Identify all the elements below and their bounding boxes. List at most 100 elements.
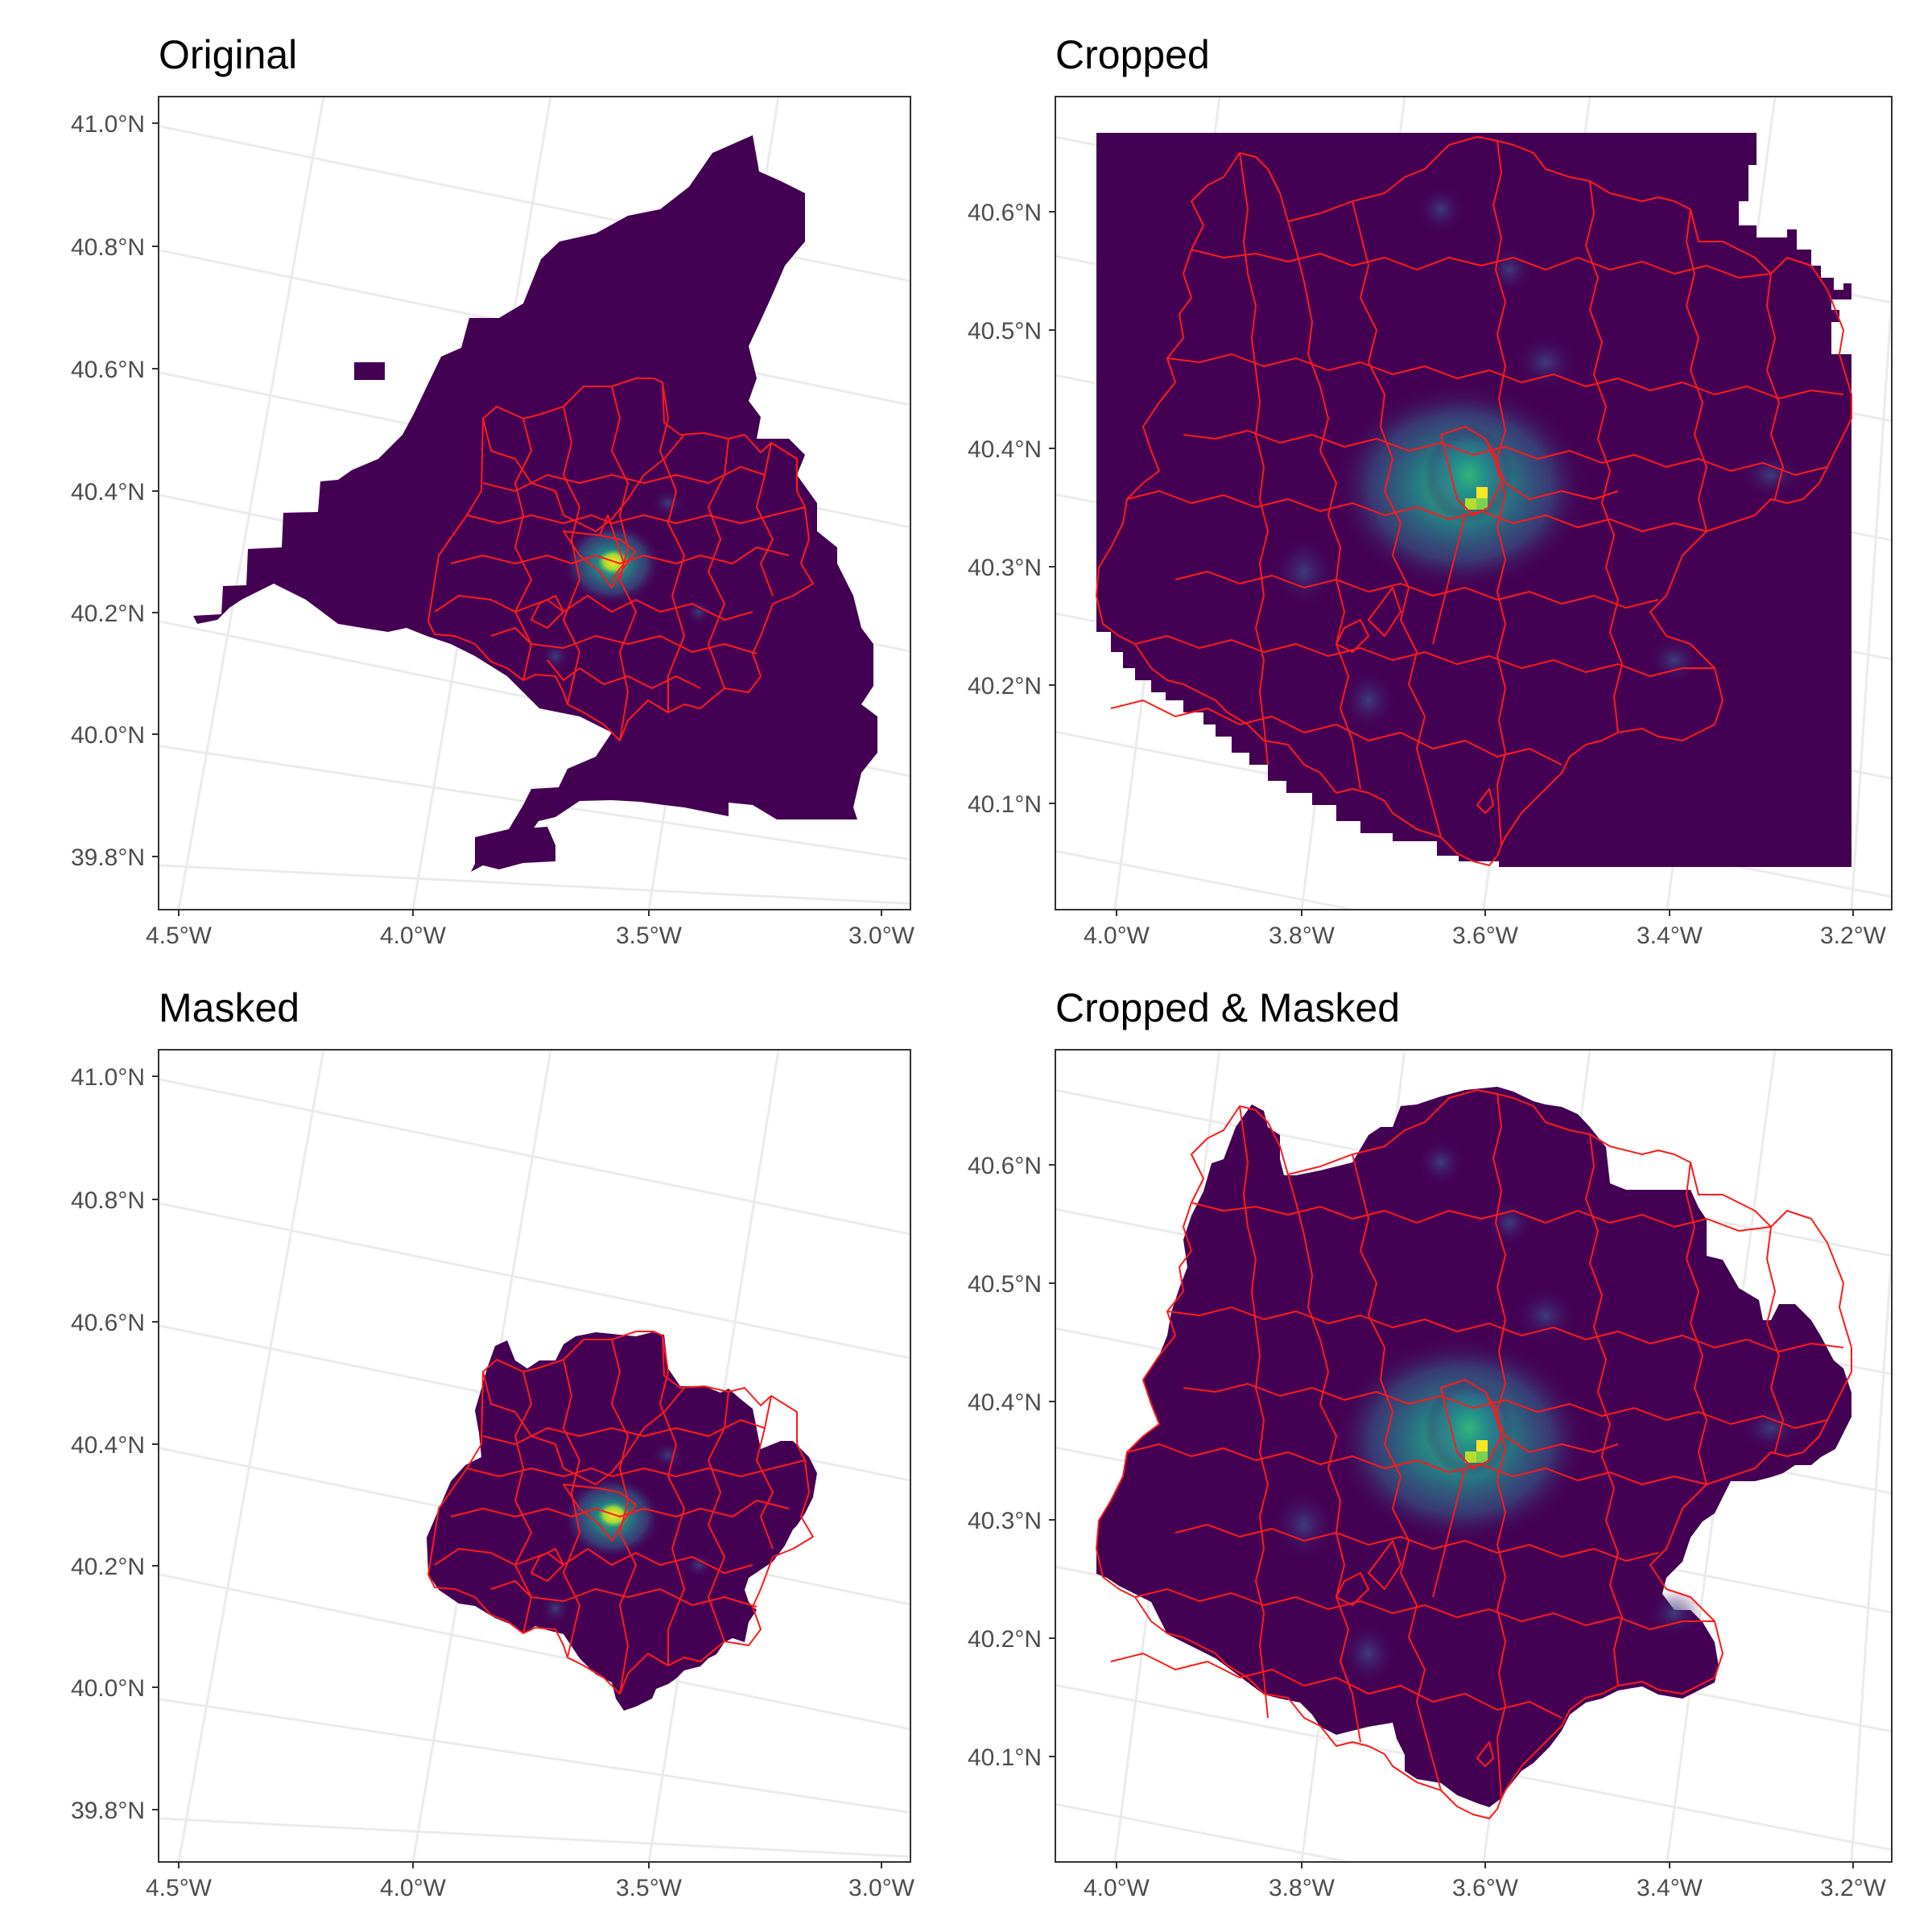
- y-tick-label: 40.5°N: [968, 1271, 1042, 1298]
- panel-original: Original: [71, 32, 915, 949]
- y-tick-label: 40.1°N: [968, 791, 1042, 818]
- y-tick-label: 41.0°N: [71, 1064, 145, 1091]
- y-tick-label: 40.2°N: [71, 601, 145, 627]
- panel-title: Original: [159, 32, 297, 77]
- density-peak: [1476, 487, 1488, 498]
- y-axis: 40.6°N 40.5°N 40.4°N 40.3°N 40.2°N 40.1°…: [968, 200, 1055, 818]
- y-tick-label: 40.1°N: [968, 1744, 1042, 1771]
- x-axis: 4.0°W 3.8°W 3.6°W 3.4°W 3.2°W: [1084, 910, 1887, 949]
- x-tick-label: 3.5°W: [616, 923, 683, 949]
- municipal-boundaries: [427, 1331, 814, 1695]
- density-spot: [1340, 1621, 1397, 1686]
- y-axis: 41.0°N 40.8°N 40.6°N 40.4°N 40.2°N 40.0°…: [71, 1064, 159, 1824]
- y-tick-label: 40.3°N: [968, 1508, 1042, 1534]
- raster-layer: [1096, 133, 1852, 867]
- x-tick-label: 3.6°W: [1452, 923, 1519, 949]
- density-peak: [1476, 1440, 1488, 1451]
- x-tick-label: 3.8°W: [1269, 1875, 1335, 1901]
- density-peak: [1465, 498, 1476, 510]
- y-tick-label: 40.4°N: [71, 1432, 145, 1459]
- y-axis: 40.6°N 40.5°N 40.4°N 40.3°N 40.2°N 40.1°…: [968, 1153, 1055, 1771]
- panel-cropped-masked: Cropped & Masked: [968, 985, 1893, 1901]
- y-tick-label: 40.2°N: [968, 1626, 1042, 1653]
- x-tick-label: 4.5°W: [146, 1875, 213, 1901]
- density-spot: [1739, 451, 1803, 499]
- panel-masked: Masked: [71, 985, 915, 1901]
- panel-frame: [1055, 96, 1893, 910]
- y-tick-label: 40.0°N: [71, 722, 145, 749]
- y-tick-label: 40.2°N: [71, 1554, 145, 1580]
- y-tick-label: 40.6°N: [968, 1153, 1042, 1179]
- panel-title: Cropped & Masked: [1055, 985, 1400, 1030]
- municipal-boundaries: [1096, 1089, 1852, 1819]
- density-spot: [684, 1552, 713, 1578]
- y-tick-label: 40.8°N: [71, 234, 145, 261]
- x-tick-label: 4.0°W: [380, 923, 447, 949]
- density-spot: [1417, 1138, 1465, 1187]
- x-tick-label: 4.0°W: [380, 1875, 447, 1901]
- density-spot: [539, 638, 572, 674]
- y-tick-label: 40.6°N: [968, 200, 1042, 226]
- panel-frame: [1055, 1049, 1893, 1863]
- density-spot: [1513, 334, 1578, 390]
- density-spot: [1272, 1488, 1336, 1561]
- raster-extent: [193, 135, 877, 872]
- panel-cropped: Cropped: [968, 32, 1893, 949]
- density-spot: [1417, 185, 1465, 233]
- x-tick-label: 3.0°W: [848, 1875, 915, 1901]
- density-spot: [1272, 535, 1336, 608]
- density-spot: [1485, 246, 1534, 294]
- x-tick-label: 3.2°W: [1820, 923, 1887, 949]
- x-tick-label: 4.0°W: [1084, 1875, 1150, 1901]
- y-tick-label: 40.2°N: [968, 673, 1042, 700]
- y-tick-label: 40.6°N: [71, 1310, 145, 1336]
- x-tick-label: 3.2°W: [1820, 1875, 1887, 1901]
- raster-layer: [1096, 1087, 1852, 1807]
- density-spot: [1646, 636, 1703, 684]
- raster-extent: [354, 362, 385, 380]
- density-spot: [1340, 668, 1397, 733]
- density-peak: [1476, 1451, 1488, 1463]
- panel-frame: [158, 96, 911, 910]
- y-tick-label: 40.4°N: [968, 1389, 1042, 1416]
- x-tick-label: 3.0°W: [848, 923, 915, 949]
- density-spot: [1646, 1589, 1703, 1637]
- density-spot: [1485, 1199, 1534, 1247]
- y-tick-label: 40.4°N: [71, 479, 145, 506]
- panel-title: Cropped: [1055, 32, 1210, 77]
- graticule: [159, 1050, 910, 1862]
- y-tick-label: 40.8°N: [71, 1187, 145, 1214]
- density-spot: [1739, 1404, 1803, 1452]
- panel-title: Masked: [159, 985, 299, 1030]
- x-tick-label: 3.6°W: [1452, 1875, 1519, 1901]
- raster-extent: [481, 827, 555, 869]
- density-spot: [650, 489, 686, 518]
- y-tick-label: 40.4°N: [968, 436, 1042, 463]
- y-tick-label: 40.5°N: [968, 318, 1042, 345]
- y-tick-label: 39.8°N: [71, 844, 145, 871]
- y-tick-label: 39.8°N: [71, 1798, 145, 1824]
- x-tick-label: 3.8°W: [1269, 923, 1335, 949]
- y-tick-label: 41.0°N: [71, 111, 145, 138]
- density-spot: [684, 599, 713, 625]
- x-tick-label: 3.5°W: [616, 1875, 683, 1901]
- panel-frame: [158, 1049, 911, 1863]
- density-peak: [1476, 498, 1488, 510]
- x-tick-label: 4.0°W: [1084, 923, 1150, 949]
- y-tick-label: 40.6°N: [71, 357, 145, 383]
- density-peak: [1465, 1451, 1476, 1463]
- density-spot: [539, 1591, 572, 1626]
- y-axis: 41.0°N 40.8°N 40.6°N 40.4°N 40.2°N 40.0°…: [71, 111, 159, 871]
- x-axis: 4.5°W 4.0°W 3.5°W 3.0°W: [146, 910, 915, 949]
- x-tick-label: 3.4°W: [1637, 1875, 1703, 1901]
- x-tick-label: 3.4°W: [1637, 923, 1703, 949]
- x-axis: 4.5°W 4.0°W 3.5°W 3.0°W: [146, 1862, 915, 1901]
- municipal-boundaries: [427, 378, 814, 741]
- density-spot: [650, 1441, 686, 1470]
- y-tick-label: 40.0°N: [71, 1675, 145, 1702]
- raster-layer: [193, 135, 877, 872]
- density-spot: [1513, 1287, 1578, 1344]
- y-tick-label: 40.3°N: [968, 555, 1042, 581]
- x-axis: 4.0°W 3.8°W 3.6°W 3.4°W 3.2°W: [1084, 1862, 1887, 1901]
